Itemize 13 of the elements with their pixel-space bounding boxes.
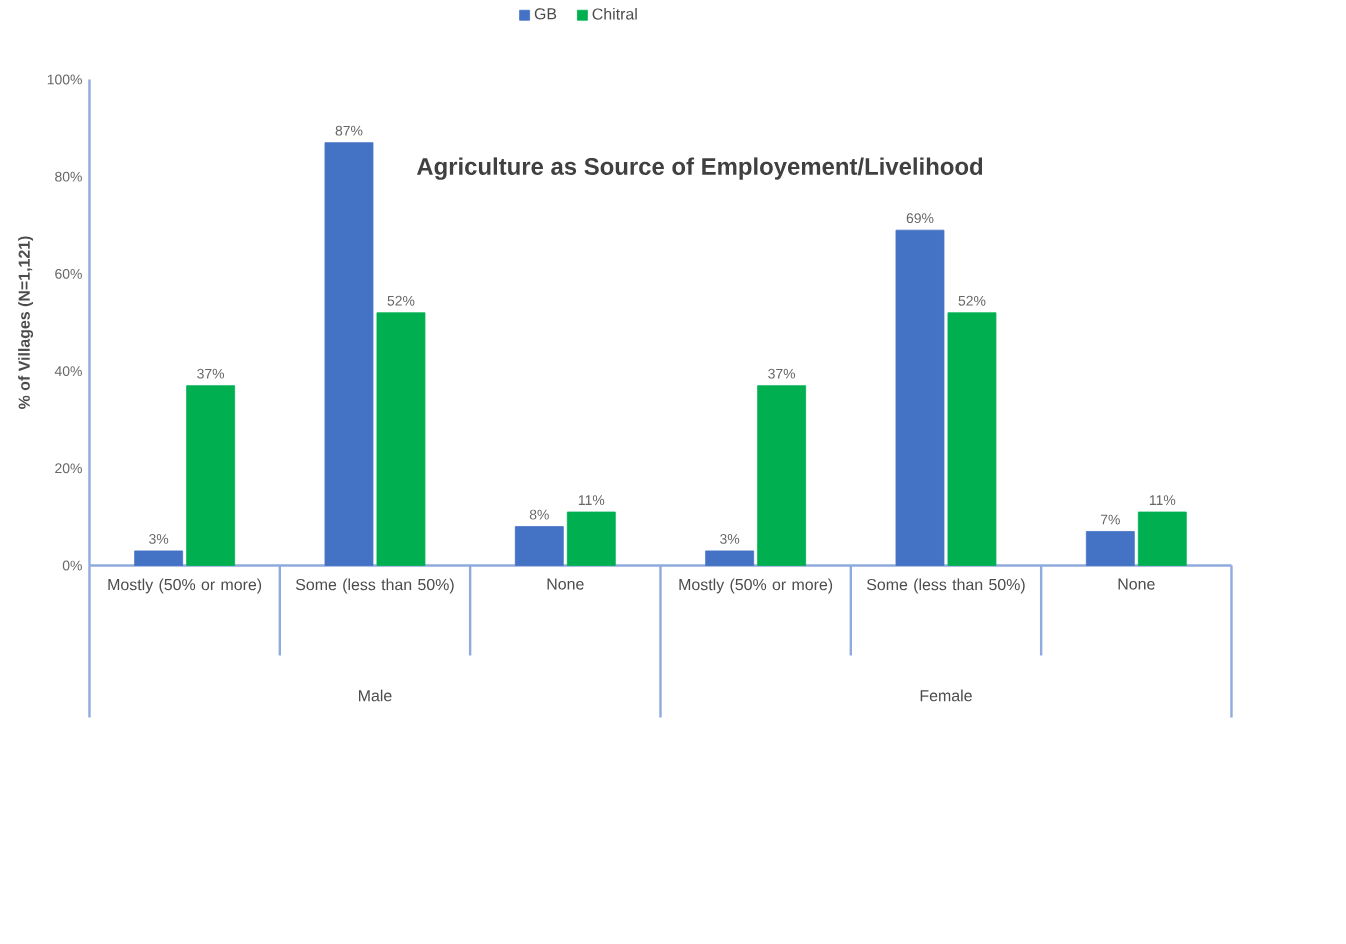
bar xyxy=(947,312,997,566)
bar xyxy=(1137,511,1187,566)
text: Agriculture as Source of Employement/Livelihood xyxy=(416,157,983,180)
bar xyxy=(895,229,945,566)
bar xyxy=(134,550,184,566)
bar xyxy=(324,141,374,566)
bar xyxy=(566,511,616,566)
bar xyxy=(1085,530,1135,566)
bar xyxy=(514,525,564,566)
bar xyxy=(376,312,426,566)
bar xyxy=(705,550,755,566)
bar xyxy=(186,384,236,566)
bar xyxy=(757,384,807,566)
